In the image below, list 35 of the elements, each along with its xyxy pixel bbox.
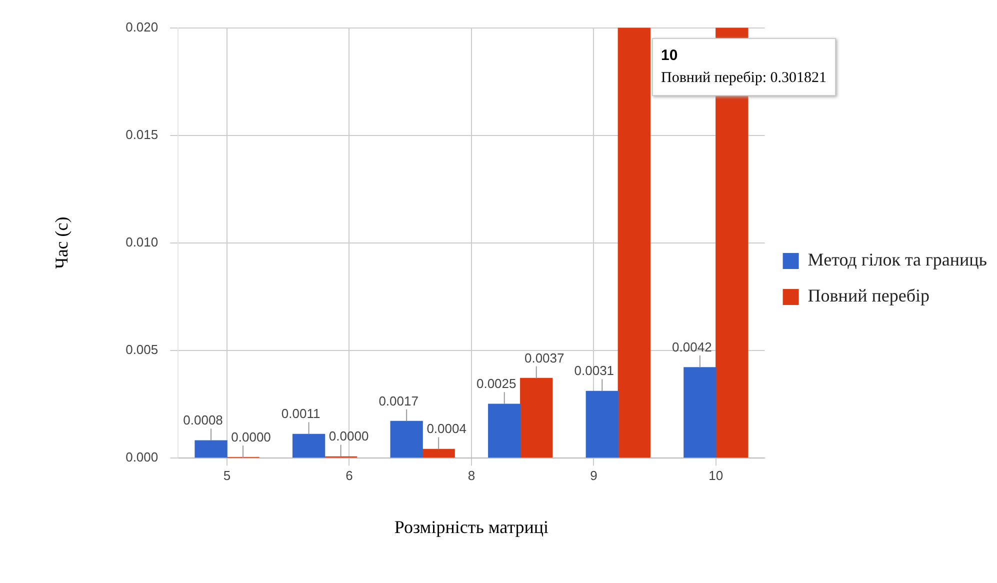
y-tick-label: 0.010 [126, 234, 158, 250]
bar [292, 434, 326, 458]
annotation: Повний перебір: 0.301821 [661, 69, 827, 88]
data-label: 0.0025 [476, 376, 516, 392]
bar [488, 404, 521, 458]
data-label: 0.0000 [328, 428, 369, 444]
y-axis-title: Час (с) [52, 216, 72, 269]
bar [618, 28, 650, 458]
x-tick-label: 5 [223, 468, 231, 484]
y-tick-label: 0.020 [126, 19, 158, 34]
data-label: 0.0031 [574, 363, 614, 378]
x-tick-label: 9 [590, 468, 598, 484]
legend-label: Метод гілок та границь [808, 250, 988, 270]
data-label: 0.0011 [281, 406, 320, 422]
annotation: 10 [661, 46, 679, 66]
data-label: 0.0000 [231, 430, 271, 445]
x-tick-label: 8 [468, 468, 476, 484]
x-tick-label: 6 [346, 468, 353, 484]
y-tick-label: 0.015 [126, 126, 158, 142]
bar [194, 440, 228, 458]
x-tick-label: 10 [708, 468, 724, 484]
bar [390, 420, 423, 458]
bar [520, 378, 553, 458]
bar [684, 367, 716, 458]
y-tick-label: 0.005 [126, 342, 158, 357]
y-tick-label: 0.000 [126, 449, 158, 464]
bar [422, 448, 455, 458]
data-label: 0.0008 [183, 412, 223, 428]
data-label: 0.0004 [426, 421, 466, 436]
data-label: 0.0037 [524, 350, 564, 366]
bar [586, 390, 618, 458]
x-axis-title: Розмірність матриці [394, 516, 549, 537]
legend-label: Повний перебір [808, 286, 930, 306]
data-label: 0.0017 [378, 393, 418, 408]
data-label: 0.0042 [672, 340, 712, 354]
